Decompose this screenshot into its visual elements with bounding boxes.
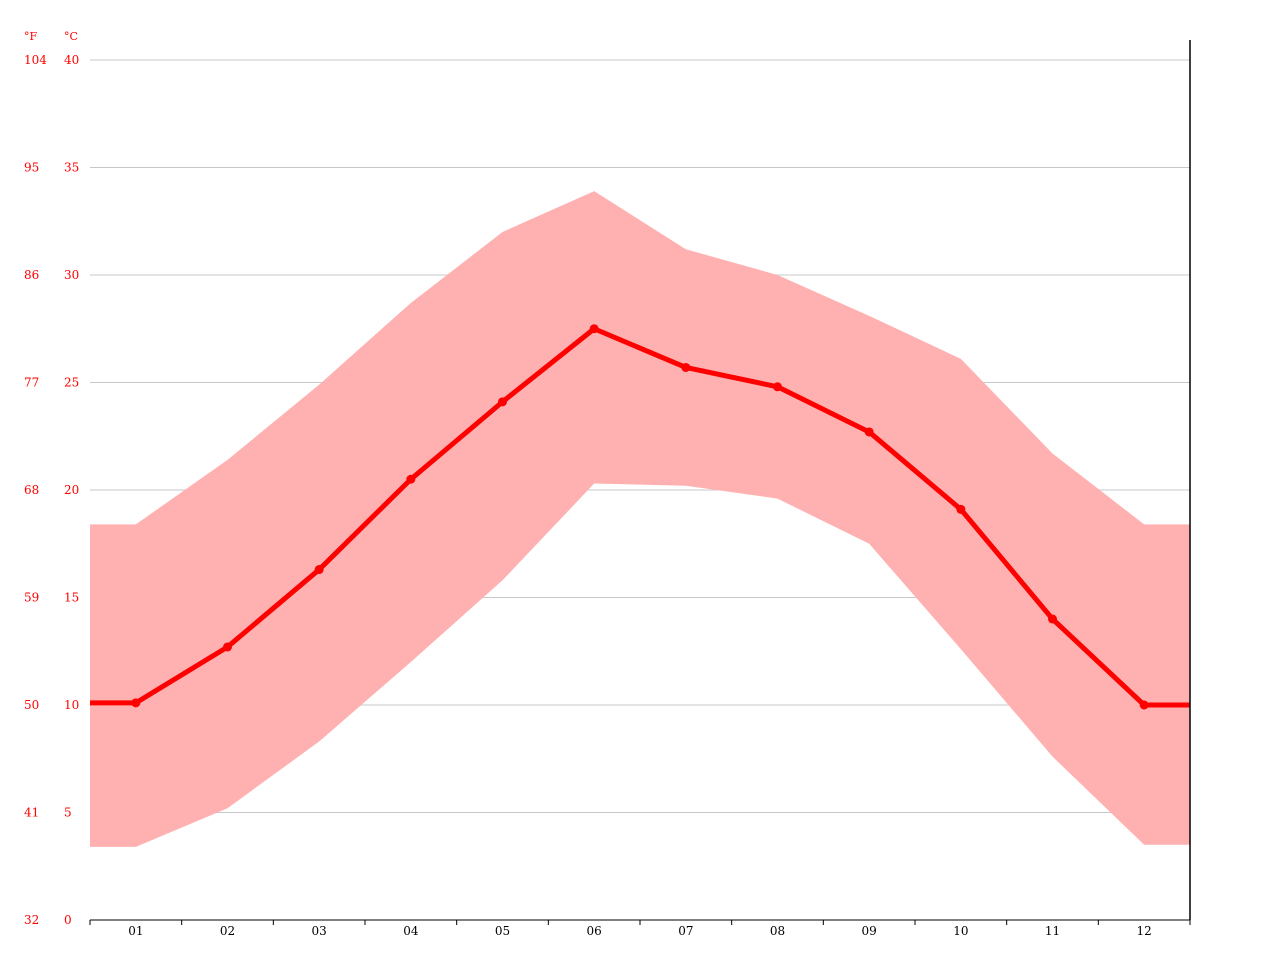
average-point (314, 565, 324, 575)
average-point (1048, 614, 1057, 624)
celsius-tick-label: 5 (64, 806, 72, 820)
average-point (956, 504, 966, 514)
celsius-tick-label: 10 (64, 698, 79, 712)
month-label: 07 (678, 924, 693, 938)
fahrenheit-tick-label: 41 (24, 806, 39, 820)
fahrenheit-tick-label: 32 (24, 913, 39, 927)
average-point (864, 427, 874, 437)
month-label: 02 (220, 924, 235, 938)
fahrenheit-tick-label: 86 (24, 268, 39, 282)
month-label: 05 (495, 924, 510, 938)
celsius-tick-label: 0 (64, 913, 72, 927)
fahrenheit-tick-label: 50 (24, 698, 39, 712)
fahrenheit-tick-label: 95 (24, 161, 39, 175)
fahrenheit-unit-label: °F (24, 30, 38, 43)
month-label: 01 (128, 924, 143, 938)
celsius-tick-label: 30 (64, 268, 79, 282)
celsius-unit-label: °C (64, 30, 78, 43)
fahrenheit-tick-label: 104 (24, 53, 47, 67)
average-point (1139, 700, 1149, 710)
month-label: 04 (403, 924, 419, 938)
y-axis-labels: 0 32 5 41 10 50 15 59 20 68 25 77 30 86 35 95 40 104 (24, 53, 79, 927)
fahrenheit-tick-label: 68 (24, 483, 39, 497)
month-label: 12 (1137, 924, 1152, 938)
fahrenheit-tick-label: 77 (24, 376, 39, 390)
month-label: 11 (1045, 924, 1060, 938)
min-max-band (90, 191, 1190, 847)
month-label: 08 (770, 924, 785, 938)
axes (89, 40, 1191, 925)
fahrenheit-tick-label: 59 (24, 591, 39, 605)
average-temperature-line (90, 326, 1190, 708)
month-label: 10 (953, 924, 968, 938)
x-axis-labels: 01 02 03 04 05 06 07 08 09 10 11 12 (128, 924, 1152, 938)
month-label: 09 (862, 924, 877, 938)
celsius-tick-label: 35 (64, 161, 79, 175)
average-point (406, 474, 416, 484)
month-label: 03 (312, 924, 327, 938)
average-point (131, 698, 141, 708)
celsius-tick-label: 15 (64, 591, 79, 605)
celsius-tick-label: 20 (64, 483, 79, 497)
average-point (589, 324, 599, 334)
average-point (223, 642, 232, 652)
month-label: 06 (587, 924, 602, 938)
average-point (681, 362, 691, 372)
celsius-tick-label: 40 (64, 53, 79, 67)
average-point (498, 397, 507, 407)
average-point (773, 382, 782, 392)
celsius-tick-label: 25 (64, 376, 79, 390)
average-points (131, 324, 1149, 710)
